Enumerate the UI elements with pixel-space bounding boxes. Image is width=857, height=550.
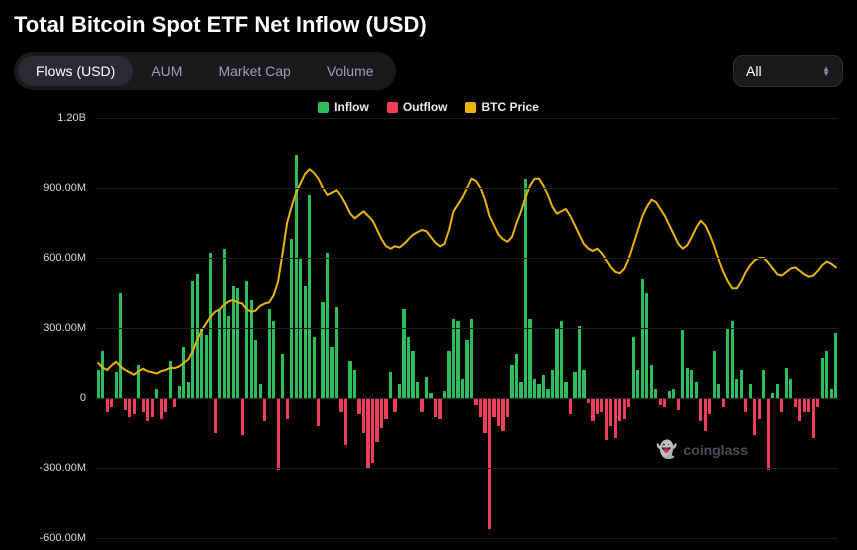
legend-swatch xyxy=(318,102,329,113)
y-tick-label: -300.00M xyxy=(40,462,86,474)
y-tick-label: 1.20B xyxy=(57,112,86,124)
gridline xyxy=(96,328,838,329)
chevron-updown-icon: ▲▼ xyxy=(822,66,830,76)
y-tick-label: 0 xyxy=(80,392,86,404)
controls-row: Flows (USD)AUMMarket CapVolume All ▲▼ xyxy=(14,52,843,90)
ghost-icon: 👻 xyxy=(656,440,677,460)
gridline xyxy=(96,538,838,539)
range-select[interactable]: All ▲▼ xyxy=(733,55,843,87)
gridline xyxy=(96,258,838,259)
gridline xyxy=(96,118,838,119)
legend-item-outflow[interactable]: Outflow xyxy=(387,100,448,114)
chart: 1.20B900.00M600.00M300.00M0-300.00M-600.… xyxy=(24,118,838,538)
legend-label: BTC Price xyxy=(481,100,538,114)
legend-swatch xyxy=(387,102,398,113)
tab-market-cap[interactable]: Market Cap xyxy=(200,56,308,86)
gridline xyxy=(96,188,838,189)
watermark-text: coinglass xyxy=(683,442,748,458)
tab-flows-usd-[interactable]: Flows (USD) xyxy=(18,56,133,86)
tab-aum[interactable]: AUM xyxy=(133,56,200,86)
watermark: 👻 coinglass xyxy=(656,440,748,460)
legend-item-inflow[interactable]: Inflow xyxy=(318,100,369,114)
y-tick-label: 300.00M xyxy=(43,322,86,334)
page-title: Total Bitcoin Spot ETF Net Inflow (USD) xyxy=(14,12,843,38)
tab-volume[interactable]: Volume xyxy=(309,56,392,86)
btc-price-line xyxy=(98,169,836,374)
gridline xyxy=(96,468,838,469)
legend-item-btc-price[interactable]: BTC Price xyxy=(465,100,538,114)
range-selected-label: All xyxy=(746,63,762,79)
y-tick-label: 600.00M xyxy=(43,252,86,264)
legend: Inflow Outflow BTC Price xyxy=(14,100,843,114)
legend-label: Outflow xyxy=(403,100,448,114)
y-tick-label: 900.00M xyxy=(43,182,86,194)
plot: 👻 coinglass xyxy=(96,118,838,538)
tabs: Flows (USD)AUMMarket CapVolume xyxy=(14,52,396,90)
legend-label: Inflow xyxy=(334,100,369,114)
gridline xyxy=(96,398,838,399)
y-axis: 1.20B900.00M600.00M300.00M0-300.00M-600.… xyxy=(24,118,92,538)
y-tick-label: -600.00M xyxy=(40,532,86,544)
legend-swatch xyxy=(465,102,476,113)
